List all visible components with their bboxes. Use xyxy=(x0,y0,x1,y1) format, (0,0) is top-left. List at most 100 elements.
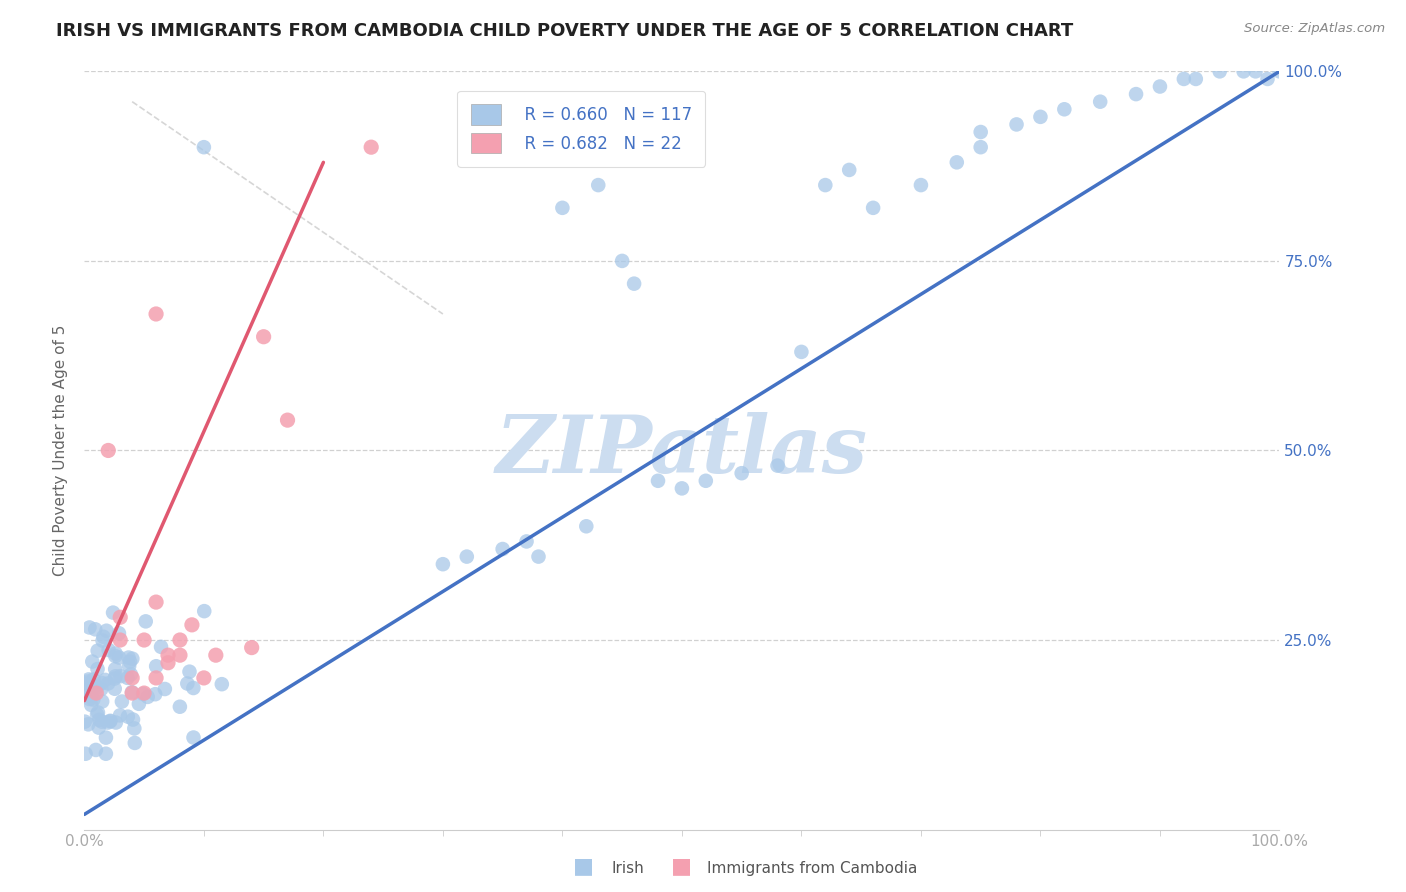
Point xyxy=(91,633,114,648)
Point xyxy=(104,647,127,661)
Point xyxy=(94,673,117,687)
Point xyxy=(135,615,157,629)
Point xyxy=(83,679,105,693)
Point xyxy=(1029,110,1052,124)
Point xyxy=(176,676,198,690)
Point xyxy=(104,669,127,683)
Point xyxy=(108,626,131,640)
Point xyxy=(766,458,789,473)
Point xyxy=(82,692,104,706)
Point xyxy=(456,549,478,564)
Point xyxy=(124,722,146,736)
Point xyxy=(76,674,98,689)
Point xyxy=(79,620,101,634)
Point xyxy=(117,709,139,723)
Point xyxy=(169,699,191,714)
Point xyxy=(104,662,127,676)
Point xyxy=(193,671,215,685)
Text: ■: ■ xyxy=(574,856,593,876)
Point xyxy=(121,686,143,700)
Point xyxy=(1268,64,1291,78)
Point xyxy=(136,690,159,704)
Point xyxy=(75,747,97,761)
Point xyxy=(128,697,150,711)
Point xyxy=(117,650,139,665)
Point xyxy=(117,671,139,685)
Point xyxy=(120,667,142,681)
Point xyxy=(83,673,105,687)
Point xyxy=(153,681,176,696)
Point xyxy=(1005,117,1028,131)
Point xyxy=(96,624,118,638)
Point xyxy=(145,671,167,685)
Point xyxy=(84,743,107,757)
Point xyxy=(910,178,932,193)
Point xyxy=(970,140,993,154)
Point xyxy=(121,651,143,665)
Point xyxy=(98,714,121,729)
Point xyxy=(82,655,104,669)
Point xyxy=(1053,103,1076,117)
Point xyxy=(86,686,108,700)
Point xyxy=(1173,72,1195,87)
Text: ZIPatlas: ZIPatlas xyxy=(496,412,868,489)
Point xyxy=(575,519,598,533)
Point xyxy=(104,649,127,664)
Point xyxy=(77,717,100,731)
Point xyxy=(91,694,114,708)
Text: IRISH VS IMMIGRANTS FROM CAMBODIA CHILD POVERTY UNDER THE AGE OF 5 CORRELATION C: IRISH VS IMMIGRANTS FROM CAMBODIA CHILD … xyxy=(56,22,1074,40)
Point xyxy=(89,713,111,727)
Point xyxy=(169,648,191,662)
Point xyxy=(73,714,96,729)
Point xyxy=(695,474,717,488)
Point xyxy=(1209,64,1232,78)
Point xyxy=(80,681,103,696)
Point xyxy=(1090,95,1112,109)
Point xyxy=(179,665,201,679)
Point xyxy=(132,633,156,648)
Point xyxy=(790,344,813,359)
Point xyxy=(143,687,166,701)
Point xyxy=(87,706,110,720)
Text: ■: ■ xyxy=(672,856,692,876)
Point xyxy=(75,684,97,698)
Point xyxy=(97,676,120,690)
Point xyxy=(1233,64,1256,78)
Point xyxy=(145,595,167,609)
Point xyxy=(1244,64,1267,78)
Point xyxy=(97,443,120,458)
Point xyxy=(157,648,180,662)
Point xyxy=(623,277,645,291)
Point xyxy=(94,747,117,761)
Point xyxy=(277,413,299,427)
Text: Immigrants from Cambodia: Immigrants from Cambodia xyxy=(707,861,918,876)
Point xyxy=(84,622,107,636)
Point xyxy=(111,694,134,708)
Point xyxy=(97,643,120,657)
Point xyxy=(122,713,145,727)
Point xyxy=(87,721,110,735)
Point xyxy=(79,692,101,706)
Point xyxy=(211,677,233,691)
Point xyxy=(77,673,100,687)
Point xyxy=(110,610,132,624)
Point xyxy=(527,549,550,564)
Point xyxy=(104,681,127,696)
Point xyxy=(205,648,228,662)
Point xyxy=(121,685,143,699)
Point xyxy=(157,656,180,670)
Point xyxy=(86,662,108,676)
Point xyxy=(108,708,131,723)
Point xyxy=(94,731,117,745)
Point xyxy=(181,617,204,632)
Point xyxy=(193,140,215,154)
Point xyxy=(132,687,155,701)
Text: Source: ZipAtlas.com: Source: ZipAtlas.com xyxy=(1244,22,1385,36)
Point xyxy=(108,650,131,665)
Point xyxy=(86,680,108,694)
Point xyxy=(86,643,108,657)
Point xyxy=(90,676,112,690)
Point xyxy=(1125,87,1147,102)
Point xyxy=(93,630,115,644)
Point xyxy=(80,698,103,712)
